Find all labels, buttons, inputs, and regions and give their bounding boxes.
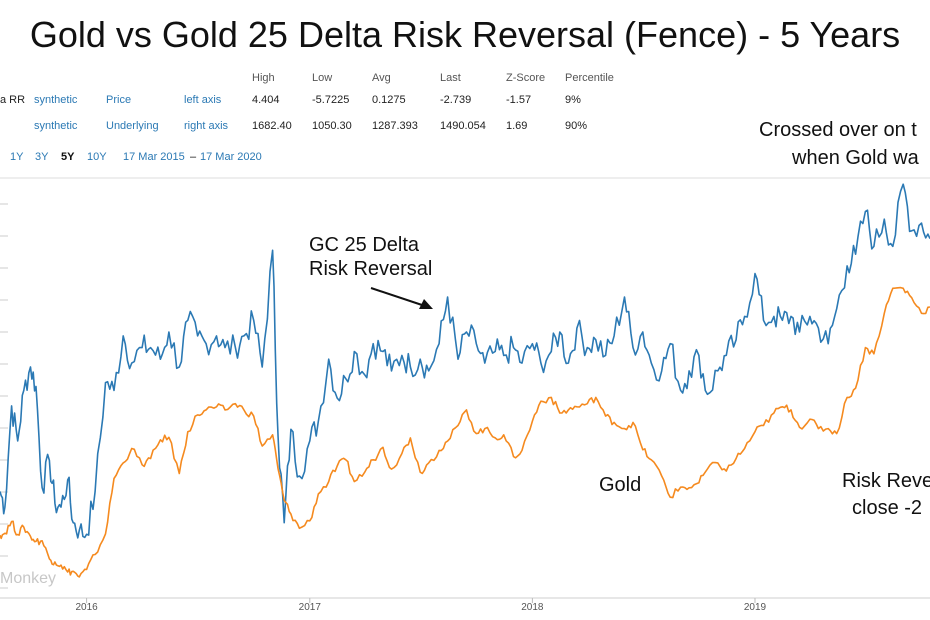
rr-percentile: 9% <box>565 94 581 106</box>
series-field-rr[interactable]: Price <box>106 94 132 106</box>
rr-close-annotation-line2: close -2 <box>852 497 923 519</box>
rr-annotation-line2: Risk Reversal <box>309 258 433 280</box>
range-5y-button[interactable]: 5Y <box>61 151 75 163</box>
x-tick-label: 2017 <box>299 602 322 613</box>
chart-grid <box>0 177 930 599</box>
crossed-annotation-line1: Crossed over on t <box>759 119 917 141</box>
watermark: Monkey <box>0 570 57 587</box>
gold-zscore: 1.69 <box>506 120 528 132</box>
x-tick-label: 2018 <box>521 602 544 613</box>
stats-header-avg: Avg <box>372 72 391 84</box>
stats-header-low: Low <box>312 72 333 84</box>
stats-header-high: High <box>252 72 275 84</box>
gold-last: 1490.054 <box>440 120 486 132</box>
range-start-date[interactable]: 17 Mar 2015 <box>123 151 185 163</box>
crossed-annotation-line2: when Gold wa <box>792 147 919 169</box>
stats-header-percentile: Percentile <box>565 72 614 84</box>
series-type-rr[interactable]: synthetic <box>34 94 78 106</box>
chart-title: Gold vs Gold 25 Delta Risk Reversal (Fen… <box>29 14 901 55</box>
gold-avg: 1287.393 <box>372 120 418 132</box>
annotation-arrow-line <box>370 287 426 307</box>
gold-percentile: 90% <box>565 120 588 132</box>
risk-reversal-series-line <box>0 183 930 539</box>
rr-last: -2.739 <box>440 94 472 106</box>
series-field-gold[interactable]: Underlying <box>106 120 159 132</box>
gold-low: 1050.30 <box>312 120 352 132</box>
range-end-date[interactable]: 17 Mar 2020 <box>200 151 262 163</box>
series-type-gold[interactable]: synthetic <box>34 120 78 132</box>
stats-table: High Low Avg Last Z-Score Percentile a R… <box>0 68 930 138</box>
series-axis-gold[interactable]: right axis <box>184 120 229 132</box>
gold-series-line <box>0 286 930 578</box>
stats-header-zscore: Z-Score <box>506 72 546 84</box>
series-name-rr: a RR <box>0 94 26 106</box>
annotation-arrow-head <box>419 299 433 309</box>
rr-zscore: -1.57 <box>506 94 532 106</box>
gold-annotation: Gold <box>599 474 642 496</box>
series-lines <box>0 183 930 578</box>
range-1y-button[interactable]: 1Y <box>10 151 24 163</box>
stats-header-last: Last <box>440 72 461 84</box>
range-separator: – <box>190 151 197 163</box>
rr-annotation: GC 25 Delta Risk Reversal <box>309 233 432 281</box>
annotation-arrow <box>370 287 433 309</box>
range-10y-button[interactable]: 10Y <box>87 151 107 163</box>
range-3y-button[interactable]: 3Y <box>35 151 49 163</box>
series-axis-rr[interactable]: left axis <box>184 94 222 106</box>
x-axis: 2016 2017 2018 2019 <box>75 598 767 613</box>
rr-close-annotation-line1: Risk Reve <box>842 470 930 492</box>
rr-avg: 0.1275 <box>372 94 406 106</box>
rr-low: -5.7225 <box>312 94 350 106</box>
x-tick-label: 2016 <box>75 602 98 613</box>
rr-high: 4.404 <box>252 94 280 106</box>
rr-annotation-line1: GC 25 Delta <box>309 234 420 256</box>
x-tick-label: 2019 <box>744 602 767 613</box>
gold-high: 1682.40 <box>252 120 292 132</box>
